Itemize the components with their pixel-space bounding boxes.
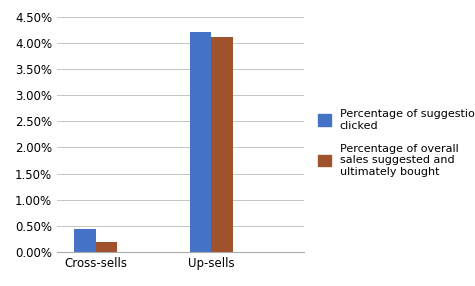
- Legend: Percentage of suggestions
clicked, Percentage of overall
sales suggested and
ult: Percentage of suggestions clicked, Perce…: [314, 106, 475, 180]
- Bar: [211, 37, 233, 252]
- Bar: [190, 32, 211, 252]
- Bar: [74, 229, 95, 252]
- Bar: [95, 242, 117, 252]
